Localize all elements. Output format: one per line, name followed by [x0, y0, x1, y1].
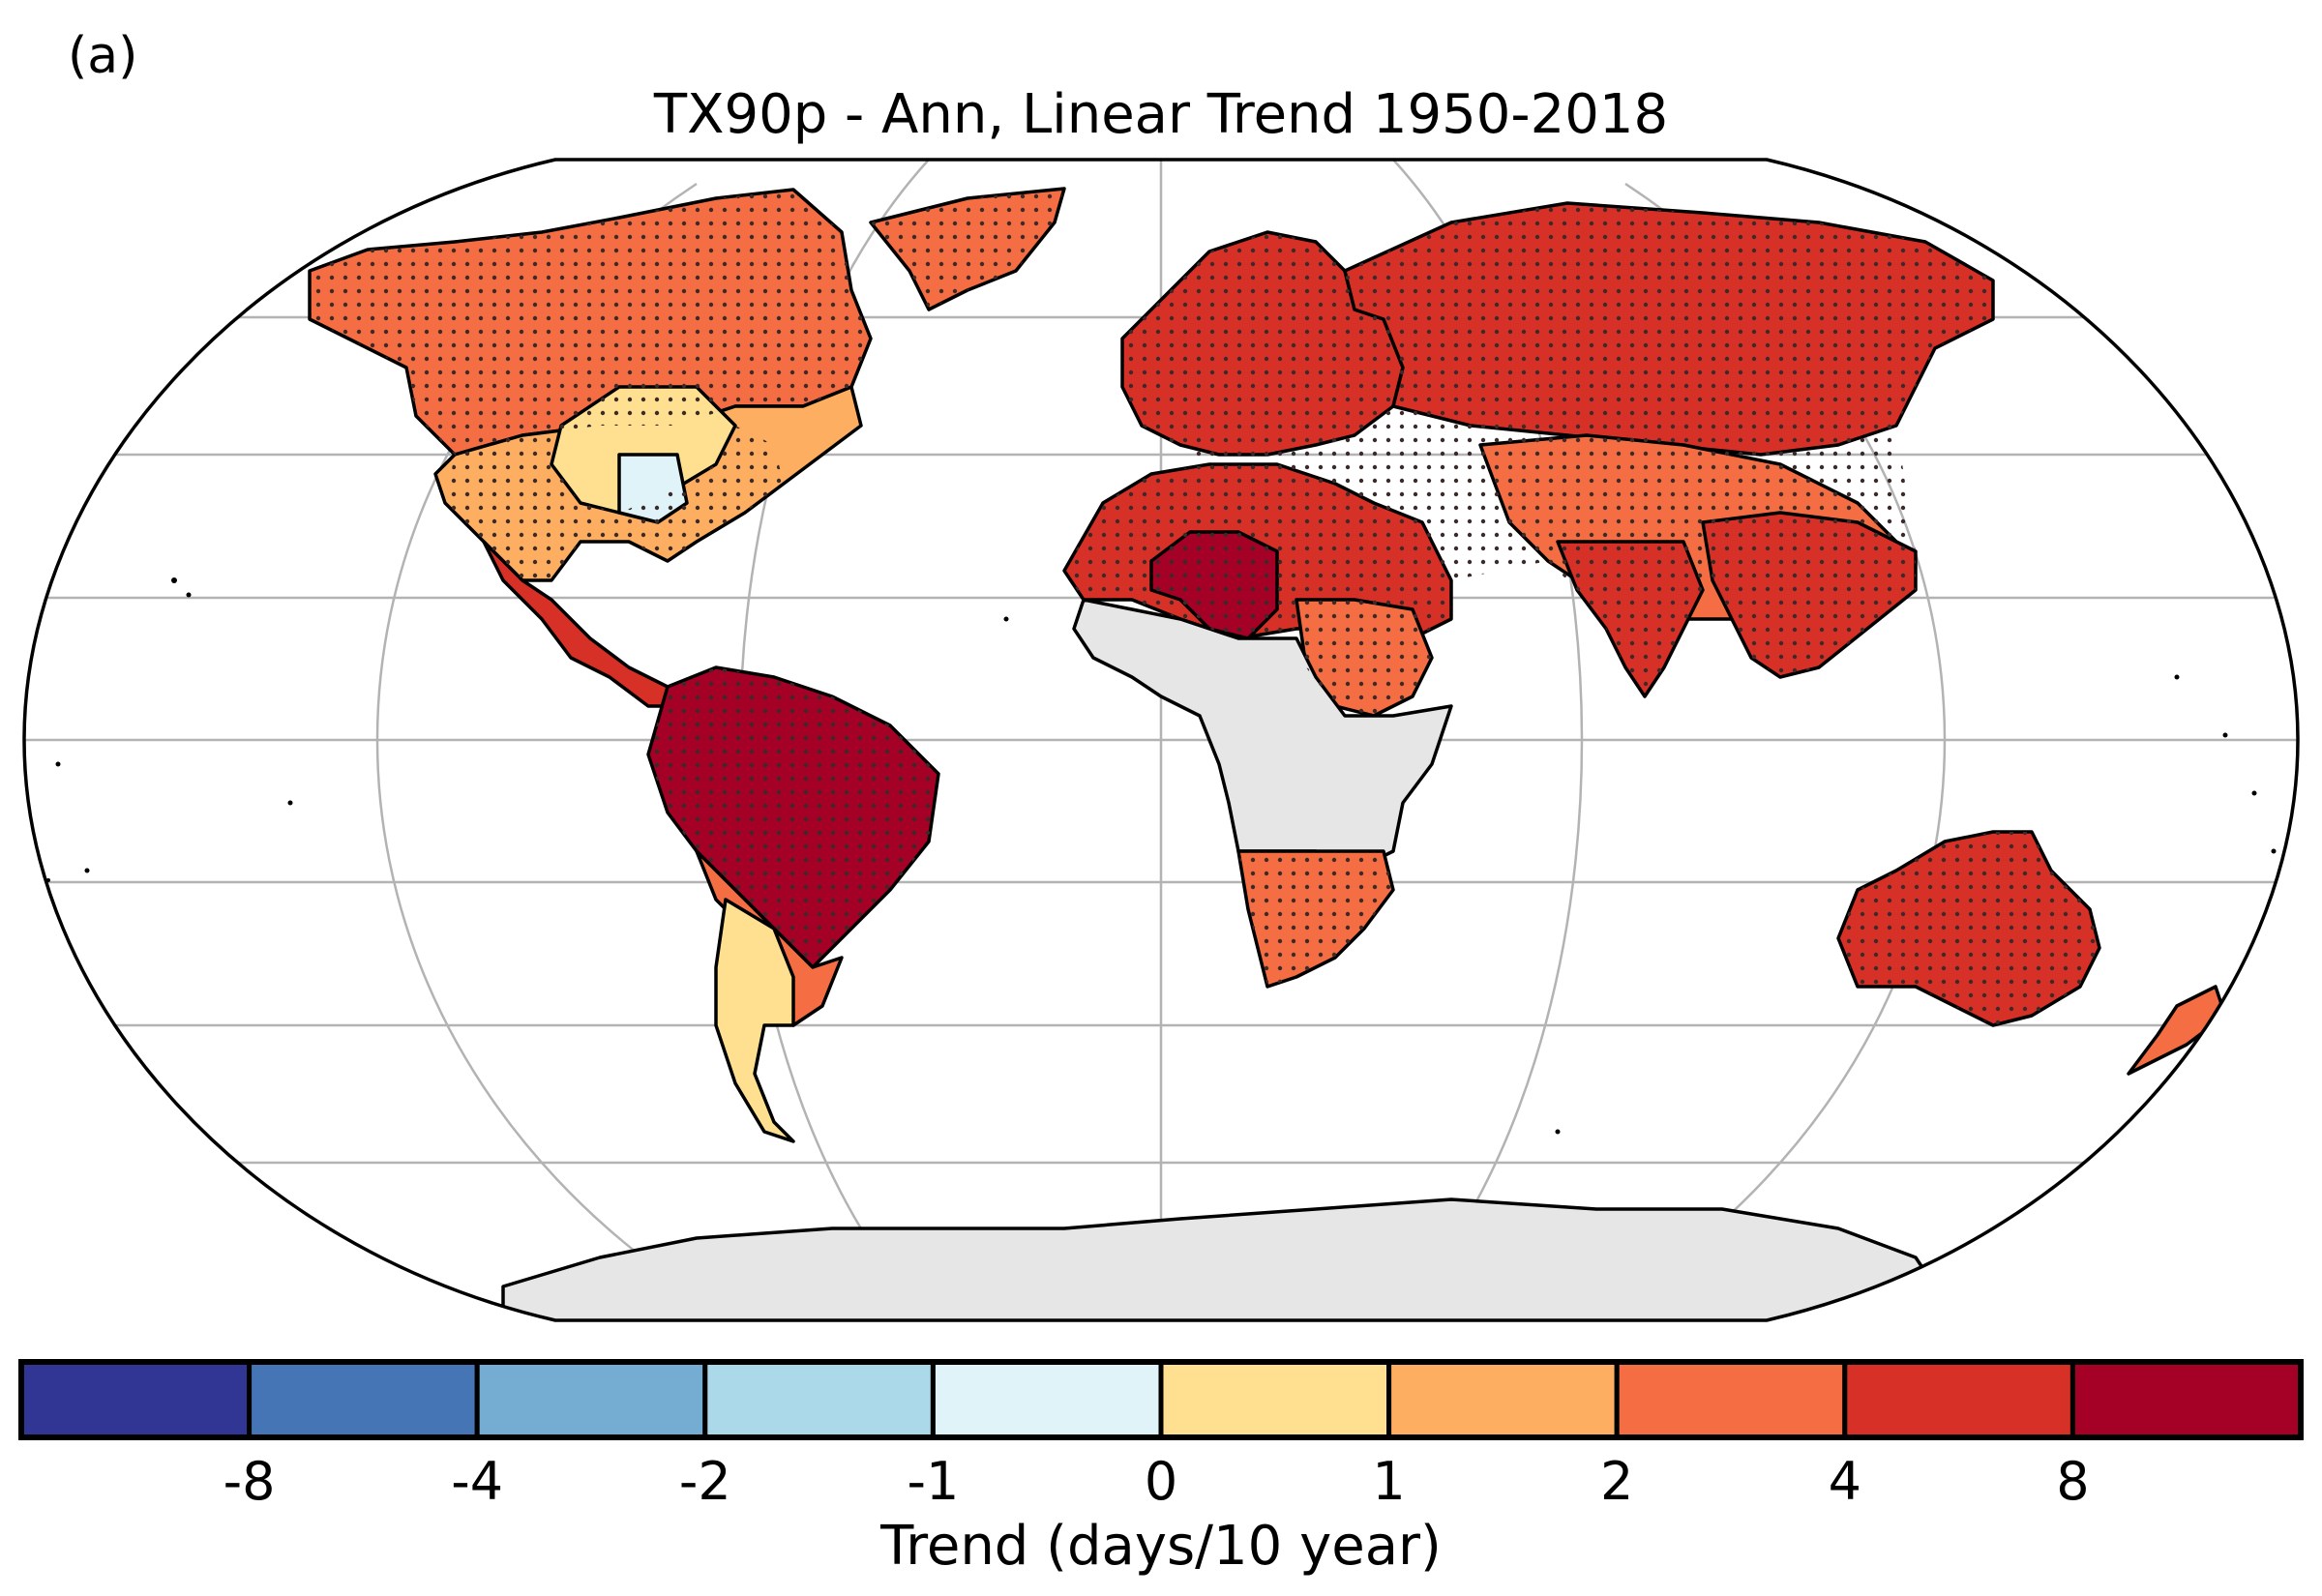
colorbar-bin [1158, 1359, 1392, 1440]
islands [46, 577, 2277, 1135]
colorbar-bin [1386, 1359, 1620, 1440]
colorbar-bin [2069, 1359, 2304, 1440]
colorbar-tick-label: 0 [1144, 1451, 1178, 1512]
colorbar-bin [1842, 1359, 2075, 1440]
region-argentina [714, 898, 795, 1143]
significance-stippling [310, 189, 2099, 1025]
colorbar-tick-label: -1 [907, 1451, 960, 1512]
globe-outline [22, 158, 2300, 1322]
map-title: TX90p - Ann, Linear Trend 1950-2018 [653, 83, 1669, 146]
colorbar-tick-label: -8 [223, 1451, 276, 1512]
colorbar [18, 1359, 2304, 1440]
colorbar-bin [247, 1359, 480, 1440]
colorbar-tick-label: 8 [2056, 1451, 2090, 1512]
colorbar-bin [930, 1359, 1164, 1440]
colorbar-bin [18, 1359, 253, 1440]
colorbar-tick-label: 2 [1600, 1451, 1634, 1512]
colorbar-bin [702, 1359, 936, 1440]
colorbar-bin [1614, 1359, 1848, 1440]
region-new-zealand [2127, 985, 2227, 1076]
panel-label: (a) [68, 27, 138, 85]
colorbar-tick-label: 4 [1828, 1451, 1861, 1512]
colorbar-tick-label: 1 [1372, 1451, 1406, 1512]
colorbar-bin [474, 1359, 708, 1440]
colorbar-tick-label: -2 [678, 1451, 731, 1512]
colorbar-tick-label: -4 [451, 1451, 504, 1512]
colorbar-label: Trend (days/10 year) [880, 1515, 1442, 1578]
colorbar-frame [18, 1359, 2304, 1440]
